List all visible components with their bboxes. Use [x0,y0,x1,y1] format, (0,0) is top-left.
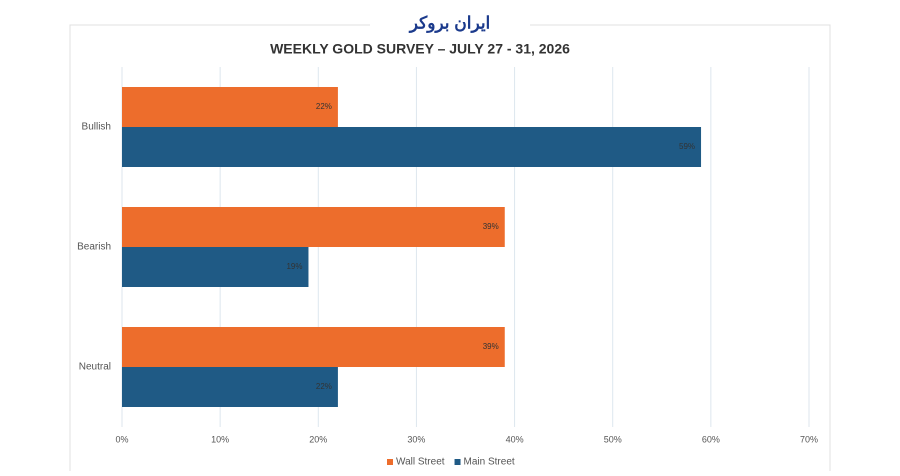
watermark: ایران بروکر [408,13,491,33]
x-tick-label: 60% [702,434,720,444]
legend-label: Main Street [464,457,515,468]
x-tick-label: 70% [800,434,818,444]
value-label: 59% [679,142,695,151]
bar [122,327,505,367]
bar [122,247,309,287]
bar [122,87,338,127]
x-tick-label: 50% [604,434,622,444]
bar [122,127,702,167]
bar [122,207,505,247]
x-tick-label: 20% [309,434,327,444]
legend-swatch [387,459,393,465]
legend-label: Wall Street [396,457,445,468]
x-tick-label: 10% [211,434,229,444]
bar [122,367,338,407]
watermark-bg [370,10,530,38]
x-tick-label: 40% [506,434,524,444]
value-label: 19% [286,262,302,271]
value-label: 39% [483,342,499,351]
x-tick-label: 0% [115,434,128,444]
y-tick-label: Bullish [82,122,111,133]
y-tick-label: Bearish [77,242,111,253]
x-tick-label: 30% [407,434,425,444]
chart-title: WEEKLY GOLD SURVEY – JULY 27 - 31, 2026 [270,41,570,57]
value-label: 39% [483,222,499,231]
y-tick-label: Neutral [79,362,111,373]
legend-swatch [454,459,461,465]
value-label: 22% [316,102,332,111]
value-label: 22% [316,382,332,391]
